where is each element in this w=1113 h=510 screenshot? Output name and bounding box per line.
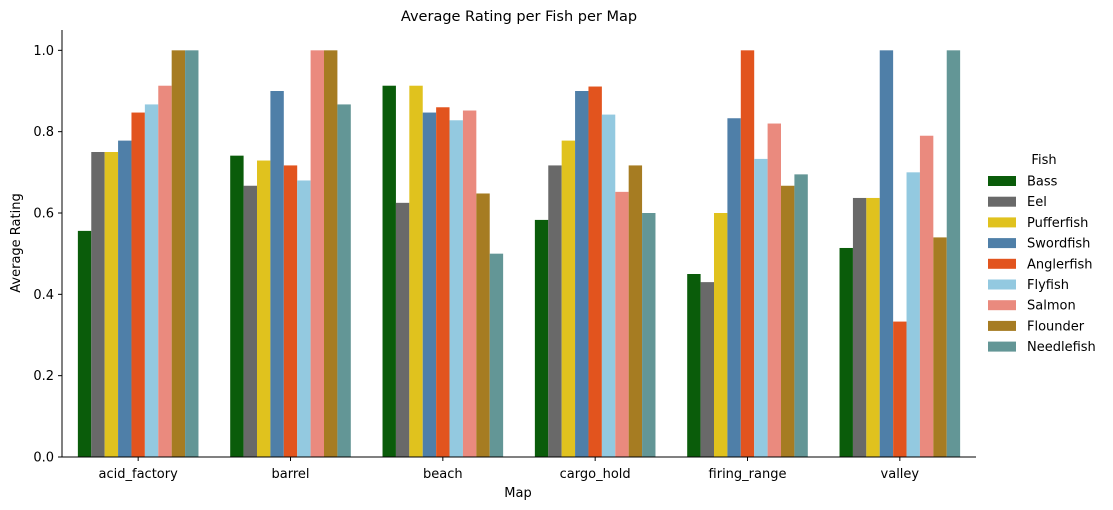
bar-barrel-anglerfish	[283, 165, 298, 458]
legend-label-swordfish: Swordfish	[1027, 237, 1090, 252]
legend-title: Fish	[1031, 153, 1056, 168]
legend-label-flyfish: Flyfish	[1027, 278, 1069, 293]
bar-acid_factory-eel	[91, 152, 105, 457]
legend: Fish Bass Eel Pufferfish Swordfish Anglerfis…	[988, 153, 1096, 355]
legend-swatch-swordfish	[988, 238, 1016, 249]
bar-cargo_hold-pufferfish	[561, 140, 576, 458]
bar-beach-flounder	[476, 193, 490, 458]
bar-barrel-pufferfish	[257, 160, 271, 458]
bar-valley-flounder	[933, 237, 947, 457]
bar-cargo_hold-salmon	[615, 191, 629, 457]
bar-valley-flyfish	[906, 172, 920, 457]
bar-valley-anglerfish	[893, 321, 907, 457]
legend-label-needlefish: Needlefish	[1027, 340, 1096, 355]
bar-firing_range-flyfish	[754, 158, 768, 457]
bar-acid_factory-pufferfish	[104, 152, 119, 457]
y-tick-label: 0.2	[33, 369, 54, 384]
y-axis-label: Average Rating	[9, 193, 24, 292]
bar-barrel-bass	[230, 155, 244, 457]
bar-firing_range-flounder	[781, 185, 795, 457]
bar-beach-anglerfish	[436, 107, 450, 458]
bar-acid_factory-needlefish	[185, 50, 199, 457]
bar-valley-eel	[852, 197, 867, 457]
y-tick-label: 0.8	[33, 125, 54, 140]
y-tick-label: 0.0	[33, 451, 54, 466]
legend-swatch-needlefish	[988, 341, 1016, 352]
bar-cargo_hold-bass	[534, 219, 549, 457]
legend-label-salmon: Salmon	[1027, 299, 1076, 314]
legend-label-anglerfish: Anglerfish	[1027, 257, 1093, 272]
x-tick-label-valley: valley	[881, 467, 920, 482]
bar-barrel-eel	[243, 185, 257, 457]
bar-beach-pufferfish	[409, 85, 423, 458]
x-tick-label-firing_range: firing_range	[709, 467, 787, 482]
bar-valley-pufferfish	[866, 197, 880, 457]
bar-barrel-flyfish	[297, 180, 311, 457]
x-tick-label-acid_factory: acid_factory	[99, 467, 179, 482]
legend-swatch-flyfish	[988, 279, 1016, 290]
bar-acid_factory-swordfish	[118, 140, 132, 458]
bar-firing_range-anglerfish	[740, 50, 755, 457]
bar-beach-eel	[395, 202, 410, 457]
legend-swatch-eel	[988, 196, 1016, 207]
bar-acid_factory-anglerfish	[131, 112, 145, 458]
legend-label-eel: Eel	[1027, 195, 1047, 210]
x-tick-label-barrel: barrel	[271, 467, 309, 482]
bar-beach-flyfish	[449, 120, 463, 457]
bar-barrel-flounder	[324, 50, 338, 457]
bar-valley-swordfish	[879, 50, 894, 457]
bar-acid_factory-bass	[77, 230, 92, 457]
x-axis: acid_factory barrel beach cargo_hold firing_…	[62, 456, 976, 482]
bar-valley-bass	[839, 247, 853, 457]
legend-swatch-flounder	[988, 320, 1016, 331]
y-axis: 0.0 0.2 0.4 0.6 0.8 1.0	[33, 30, 63, 466]
chart-title: Average Rating per Fish per Map	[401, 9, 637, 25]
bar-barrel-swordfish	[270, 91, 284, 457]
y-tick-label: 0.6	[33, 207, 54, 222]
bar-firing_range-salmon	[767, 123, 781, 457]
legend-swatch-salmon	[988, 300, 1016, 311]
bar-firing_range-swordfish	[727, 118, 741, 457]
x-tick-label-beach: beach	[423, 467, 463, 482]
bars-group	[77, 50, 961, 458]
bar-acid_factory-flyfish	[144, 104, 159, 458]
bar-firing_range-pufferfish	[714, 213, 728, 457]
bar-beach-needlefish	[489, 253, 504, 457]
bar-cargo_hold-flounder	[628, 165, 643, 458]
bar-cargo_hold-anglerfish	[588, 86, 602, 457]
bar-beach-salmon	[462, 110, 477, 458]
bar-firing_range-bass	[687, 274, 701, 457]
x-tick-label-cargo_hold: cargo_hold	[560, 467, 631, 482]
bar-barrel-salmon	[310, 50, 324, 457]
legend-label-pufferfish: Pufferfish	[1027, 216, 1088, 231]
bar-acid_factory-flounder	[171, 50, 186, 457]
x-axis-label: Map	[504, 486, 531, 501]
bar-cargo_hold-flyfish	[601, 114, 616, 457]
y-tick-label: 1.0	[33, 44, 54, 59]
y-tick-label: 0.4	[33, 288, 54, 303]
bar-firing_range-needlefish	[794, 174, 808, 457]
bar-cargo_hold-swordfish	[575, 91, 589, 457]
bar-valley-needlefish	[946, 50, 961, 457]
bar-cargo_hold-needlefish	[642, 213, 656, 457]
bar-beach-bass	[382, 85, 396, 458]
legend-swatch-anglerfish	[988, 258, 1016, 269]
legend-label-bass: Bass	[1027, 175, 1058, 190]
bar-acid_factory-salmon	[158, 85, 172, 458]
legend-swatch-bass	[988, 176, 1016, 186]
legend-label-flounder: Flounder	[1027, 319, 1085, 334]
bar-valley-salmon	[919, 135, 934, 458]
bar-barrel-needlefish	[337, 104, 351, 458]
legend-swatch-pufferfish	[988, 217, 1016, 228]
bar-cargo_hold-eel	[548, 165, 562, 458]
bar-beach-swordfish	[422, 112, 437, 458]
bar-firing_range-eel	[700, 282, 714, 457]
